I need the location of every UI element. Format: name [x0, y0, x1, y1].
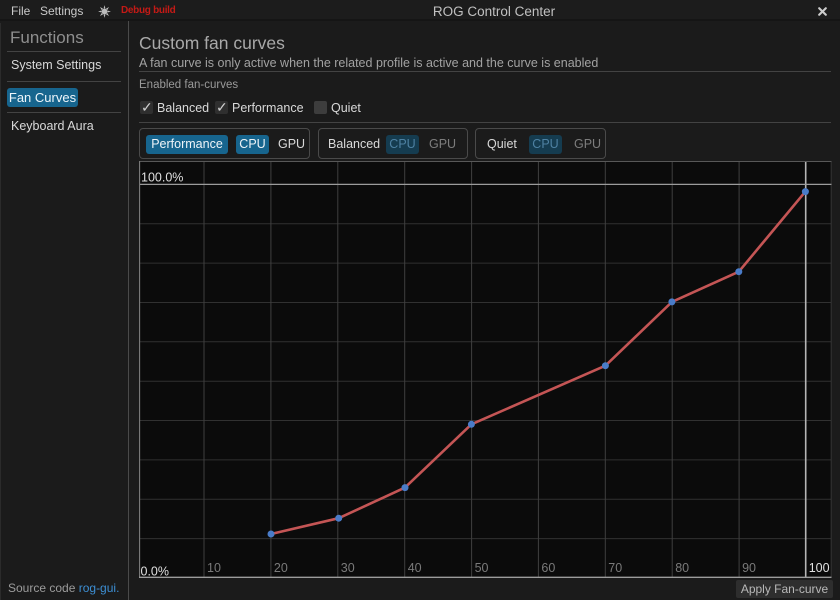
svg-text:0.0%: 0.0%	[141, 565, 170, 579]
svg-text:10: 10	[207, 561, 221, 575]
svg-text:40: 40	[408, 561, 422, 575]
svg-text:30: 30	[341, 561, 355, 575]
svg-text:50: 50	[475, 561, 489, 575]
svg-text:70: 70	[608, 561, 622, 575]
svg-text:90: 90	[742, 561, 756, 575]
svg-text:100: 100	[809, 561, 830, 575]
svg-text:60: 60	[541, 561, 555, 575]
svg-text:80: 80	[675, 561, 689, 575]
svg-text:20: 20	[274, 561, 288, 575]
svg-text:100.0%: 100.0%	[141, 171, 183, 185]
